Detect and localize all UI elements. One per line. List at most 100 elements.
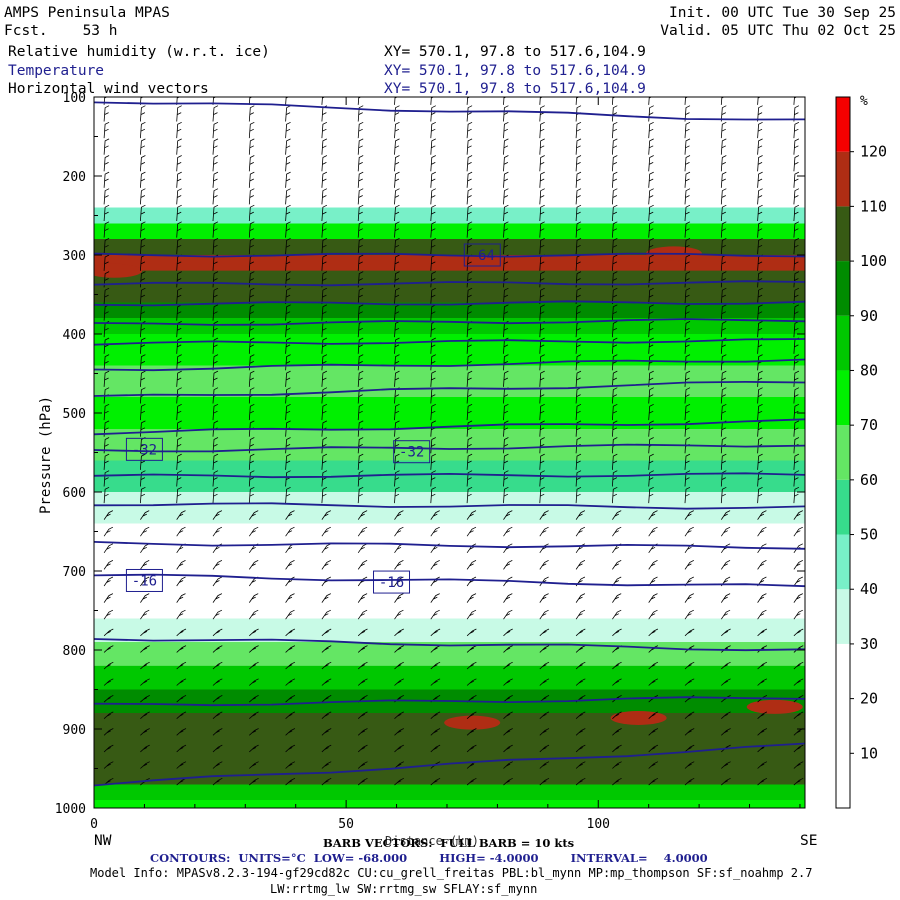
wind-barb: [248, 609, 259, 620]
wind-barb: [575, 188, 582, 205]
wind-barb: [757, 97, 761, 105]
wind-barb: [503, 593, 513, 603]
wind-barb: [793, 204, 800, 222]
wind-barb: [648, 254, 654, 271]
wind-barb: [612, 728, 622, 736]
wind-barb: [503, 97, 507, 105]
wind-barb: [212, 728, 223, 736]
wind-barb: [612, 287, 618, 305]
colorbar-bin: [836, 315, 850, 371]
wind-barb: [248, 321, 255, 338]
wind-barb: [285, 287, 291, 305]
wind-barb: [285, 777, 296, 786]
wind-barb: [648, 510, 658, 520]
wind-barb: [140, 370, 146, 387]
wind-barb: [321, 510, 331, 520]
y-tick-label: 700: [63, 565, 86, 580]
wind-barb: [466, 645, 477, 653]
init-time: Init. 00 UTC Tue 30 Sep 25: [669, 5, 896, 21]
wind-barb: [249, 695, 259, 703]
wind-barb: [721, 628, 731, 637]
wind-barb: [539, 470, 545, 487]
colorbar-label: 100: [860, 252, 887, 270]
wind-barb: [575, 370, 582, 387]
wind-barb: [212, 628, 223, 637]
rh-spot: [610, 710, 667, 725]
wind-barb: [466, 221, 473, 238]
wind-barb: [430, 171, 436, 188]
wind-barb: [612, 138, 618, 155]
wind-barb: [612, 593, 622, 603]
wind-barb: [357, 155, 364, 172]
wind-barb: [757, 188, 763, 205]
wind-barb: [793, 354, 800, 371]
wind-barb: [321, 526, 331, 537]
wind-barb: [321, 437, 328, 454]
wind-barb: [539, 728, 550, 736]
wind-barb: [357, 560, 368, 570]
wind-barb: [503, 155, 509, 172]
wind-barb: [212, 437, 219, 454]
wind-barb: [503, 354, 509, 371]
wind-barb: [321, 777, 332, 786]
wind-barb: [612, 321, 618, 338]
wind-barb: [248, 470, 255, 487]
wind-barb: [466, 661, 477, 670]
wind-barb: [394, 171, 400, 188]
contour-legend: CONTOURS: UNITS=°C LOW= -68.000 HIGH= -4…: [150, 851, 708, 865]
wind-barb: [466, 711, 477, 719]
wind-barb: [503, 188, 509, 205]
wind-barb: [357, 221, 364, 238]
wind-barb: [466, 744, 477, 753]
wind-barb: [430, 138, 436, 155]
wind-barb: [212, 661, 223, 670]
wind-barb: [648, 728, 659, 736]
wind-barb: [285, 337, 291, 354]
colorbar-label: 70: [860, 416, 878, 434]
wind-barb: [648, 628, 659, 637]
wind-barb: [176, 188, 182, 205]
right-end-label: SE: [800, 833, 818, 849]
wind-barb: [321, 387, 328, 404]
wind-barb: [212, 221, 219, 238]
wind-barb: [430, 287, 436, 305]
wind-barb: [503, 728, 513, 736]
wind-barb: [539, 678, 550, 686]
wind-barb: [648, 744, 659, 753]
wind-barb: [757, 593, 767, 603]
wind-barb: [575, 403, 582, 421]
contour-label-box: [373, 570, 411, 594]
wind-barb: [757, 678, 768, 686]
wind-barb: [539, 204, 545, 222]
wind-barb: [503, 403, 509, 421]
wind-barb: [357, 437, 364, 454]
wind-barb: [793, 609, 803, 620]
wind-barb: [212, 645, 223, 653]
model-title: AMPS Peninsula MPAS: [4, 5, 170, 21]
temp-contour: [94, 338, 805, 346]
wind-barb: [394, 221, 400, 238]
wind-barb: [103, 576, 114, 587]
wind-barb: [684, 470, 691, 487]
wind-barb: [612, 678, 622, 686]
wind-barb: [757, 576, 767, 587]
wind-barb: [321, 188, 328, 205]
wind-barb: [684, 661, 695, 670]
wind-barb: [720, 105, 727, 122]
wind-barb: [394, 97, 398, 105]
wind-barb: [430, 453, 436, 470]
wind-barb: [285, 138, 291, 155]
wind-barb: [466, 453, 473, 470]
colorbar-bin: [836, 261, 850, 316]
wind-barb: [612, 304, 618, 321]
wind-barb: [176, 403, 182, 421]
wind-barb: [430, 560, 440, 570]
model-info-line2: LW:rrtmg_lw SW:rrtmg_sw SFLAY:sf_mynn: [270, 882, 538, 896]
wind-barb: [793, 171, 800, 188]
wind-barb: [140, 628, 150, 637]
wind-barb: [285, 403, 291, 421]
wind-barb: [720, 526, 731, 537]
wind-barb: [176, 420, 182, 437]
wind-barb: [648, 304, 654, 321]
wind-barb: [503, 420, 509, 437]
